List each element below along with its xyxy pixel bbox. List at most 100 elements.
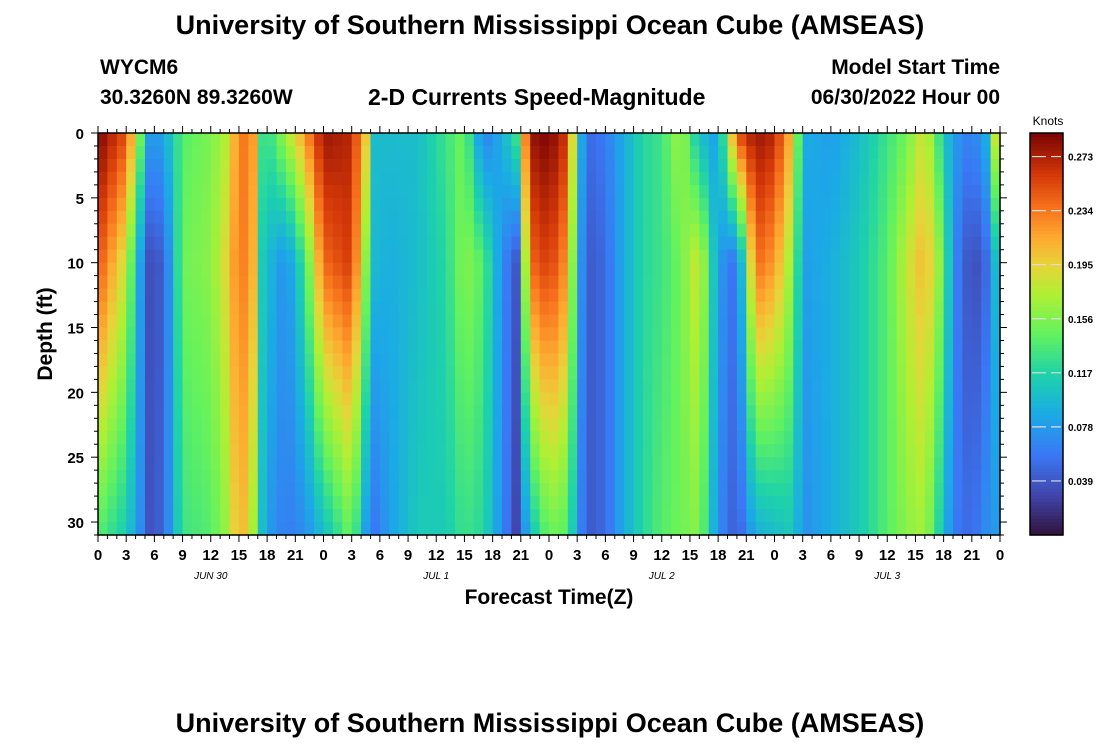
heatmap-cell — [126, 275, 137, 290]
heatmap-cell — [586, 470, 597, 484]
heatmap-cell — [793, 210, 804, 225]
heatmap-cell — [98, 158, 108, 173]
heatmap-cell — [821, 133, 832, 147]
heatmap-cell — [455, 184, 466, 199]
heatmap-cell — [314, 470, 325, 484]
heatmap-cell — [295, 496, 306, 510]
heatmap-cell — [727, 366, 738, 380]
heatmap-cell — [295, 444, 306, 458]
heatmap-cell — [812, 444, 823, 458]
heatmap-cell — [915, 340, 926, 355]
heatmap-cell — [680, 236, 691, 251]
heatmap-cell — [934, 223, 945, 238]
heatmap-cell — [859, 444, 870, 458]
heatmap-cell — [229, 223, 240, 238]
heatmap-cell — [718, 301, 729, 316]
heatmap-cell — [953, 457, 964, 471]
heatmap-cell — [896, 444, 907, 458]
colorbar-tick-label: 0.117 — [1068, 369, 1093, 380]
heatmap-cell — [473, 158, 484, 173]
heatmap-cell — [680, 392, 691, 406]
heatmap-cell — [492, 431, 503, 445]
heatmap-cell — [455, 483, 466, 497]
heatmap-cell — [680, 171, 691, 186]
heatmap-cell — [736, 405, 747, 419]
heatmap-cell — [605, 366, 616, 380]
heatmap-cell — [182, 249, 193, 264]
heatmap-cell — [238, 288, 249, 303]
heatmap-cell — [464, 353, 475, 368]
heatmap-cell — [783, 327, 794, 342]
heatmap-cell — [173, 353, 184, 368]
heatmap-cell — [906, 133, 917, 147]
heatmap-cell — [699, 158, 710, 173]
heatmap-cell — [830, 171, 841, 186]
heatmap-cell — [483, 171, 494, 186]
heatmap-cell — [567, 353, 578, 368]
heatmap-cell — [351, 301, 362, 316]
heatmap-cell — [727, 197, 738, 212]
heatmap-cell — [934, 496, 945, 510]
heatmap-cell — [191, 327, 202, 342]
heatmap-cell — [962, 249, 973, 264]
heatmap-cell — [426, 197, 437, 212]
heatmap-cell — [962, 301, 973, 316]
heatmap-cell — [398, 405, 409, 419]
heatmap-cell — [191, 405, 202, 419]
heatmap-cell — [473, 210, 484, 225]
heatmap-cell — [699, 262, 710, 277]
heatmap-cell — [708, 275, 719, 290]
heatmap-cell — [408, 249, 419, 264]
heatmap-cell — [830, 275, 841, 290]
heatmap-cell — [783, 470, 794, 484]
heatmap-cell — [689, 366, 700, 380]
heatmap-cell — [502, 236, 513, 251]
heatmap-cell — [868, 379, 879, 393]
heatmap-cell — [276, 223, 287, 238]
colorbar-segment — [1030, 421, 1063, 426]
heatmap-cell — [445, 145, 456, 160]
heatmap-cell — [774, 509, 785, 523]
heatmap-cell — [793, 470, 804, 484]
y-tick-label: 25 — [67, 450, 84, 467]
heatmap-cell — [699, 496, 710, 510]
heatmap-cell — [332, 197, 343, 212]
heatmap-cell — [248, 379, 259, 393]
heatmap-cell — [642, 236, 653, 251]
heatmap-cell — [577, 366, 588, 380]
heatmap-cell — [877, 496, 888, 510]
heatmap-cell — [633, 314, 644, 329]
heatmap-cell — [370, 171, 381, 186]
heatmap-cell — [652, 392, 663, 406]
heatmap-cell — [116, 353, 127, 368]
heatmap-cell — [238, 509, 249, 523]
heatmap-cell — [426, 392, 437, 406]
heatmap-cell — [821, 366, 832, 380]
heatmap-cell — [135, 379, 146, 393]
heatmap-cell — [295, 171, 306, 186]
heatmap-cell — [520, 184, 531, 199]
heatmap-cell — [436, 288, 447, 303]
heatmap-cell — [896, 392, 907, 406]
heatmap-cell — [915, 366, 926, 380]
heatmap-cell — [304, 366, 315, 380]
heatmap-cell — [257, 236, 268, 251]
heatmap-cell — [671, 340, 682, 355]
heatmap-cell — [370, 470, 381, 484]
heatmap-cell — [389, 470, 400, 484]
heatmap-cell — [342, 457, 353, 471]
heatmap-cell — [924, 314, 935, 329]
heatmap-cell — [783, 145, 794, 160]
heatmap-cell — [210, 184, 221, 199]
heatmap-cell — [351, 431, 362, 445]
heatmap-cell — [577, 405, 588, 419]
heatmap-cell — [793, 184, 804, 199]
heatmap-cell — [595, 327, 606, 342]
heatmap-cell — [201, 457, 212, 471]
heatmap-cell — [896, 158, 907, 173]
heatmap-cell — [755, 340, 766, 355]
heatmap-cell — [210, 236, 221, 251]
heatmap-cell — [868, 444, 879, 458]
heatmap-cell — [361, 522, 372, 536]
